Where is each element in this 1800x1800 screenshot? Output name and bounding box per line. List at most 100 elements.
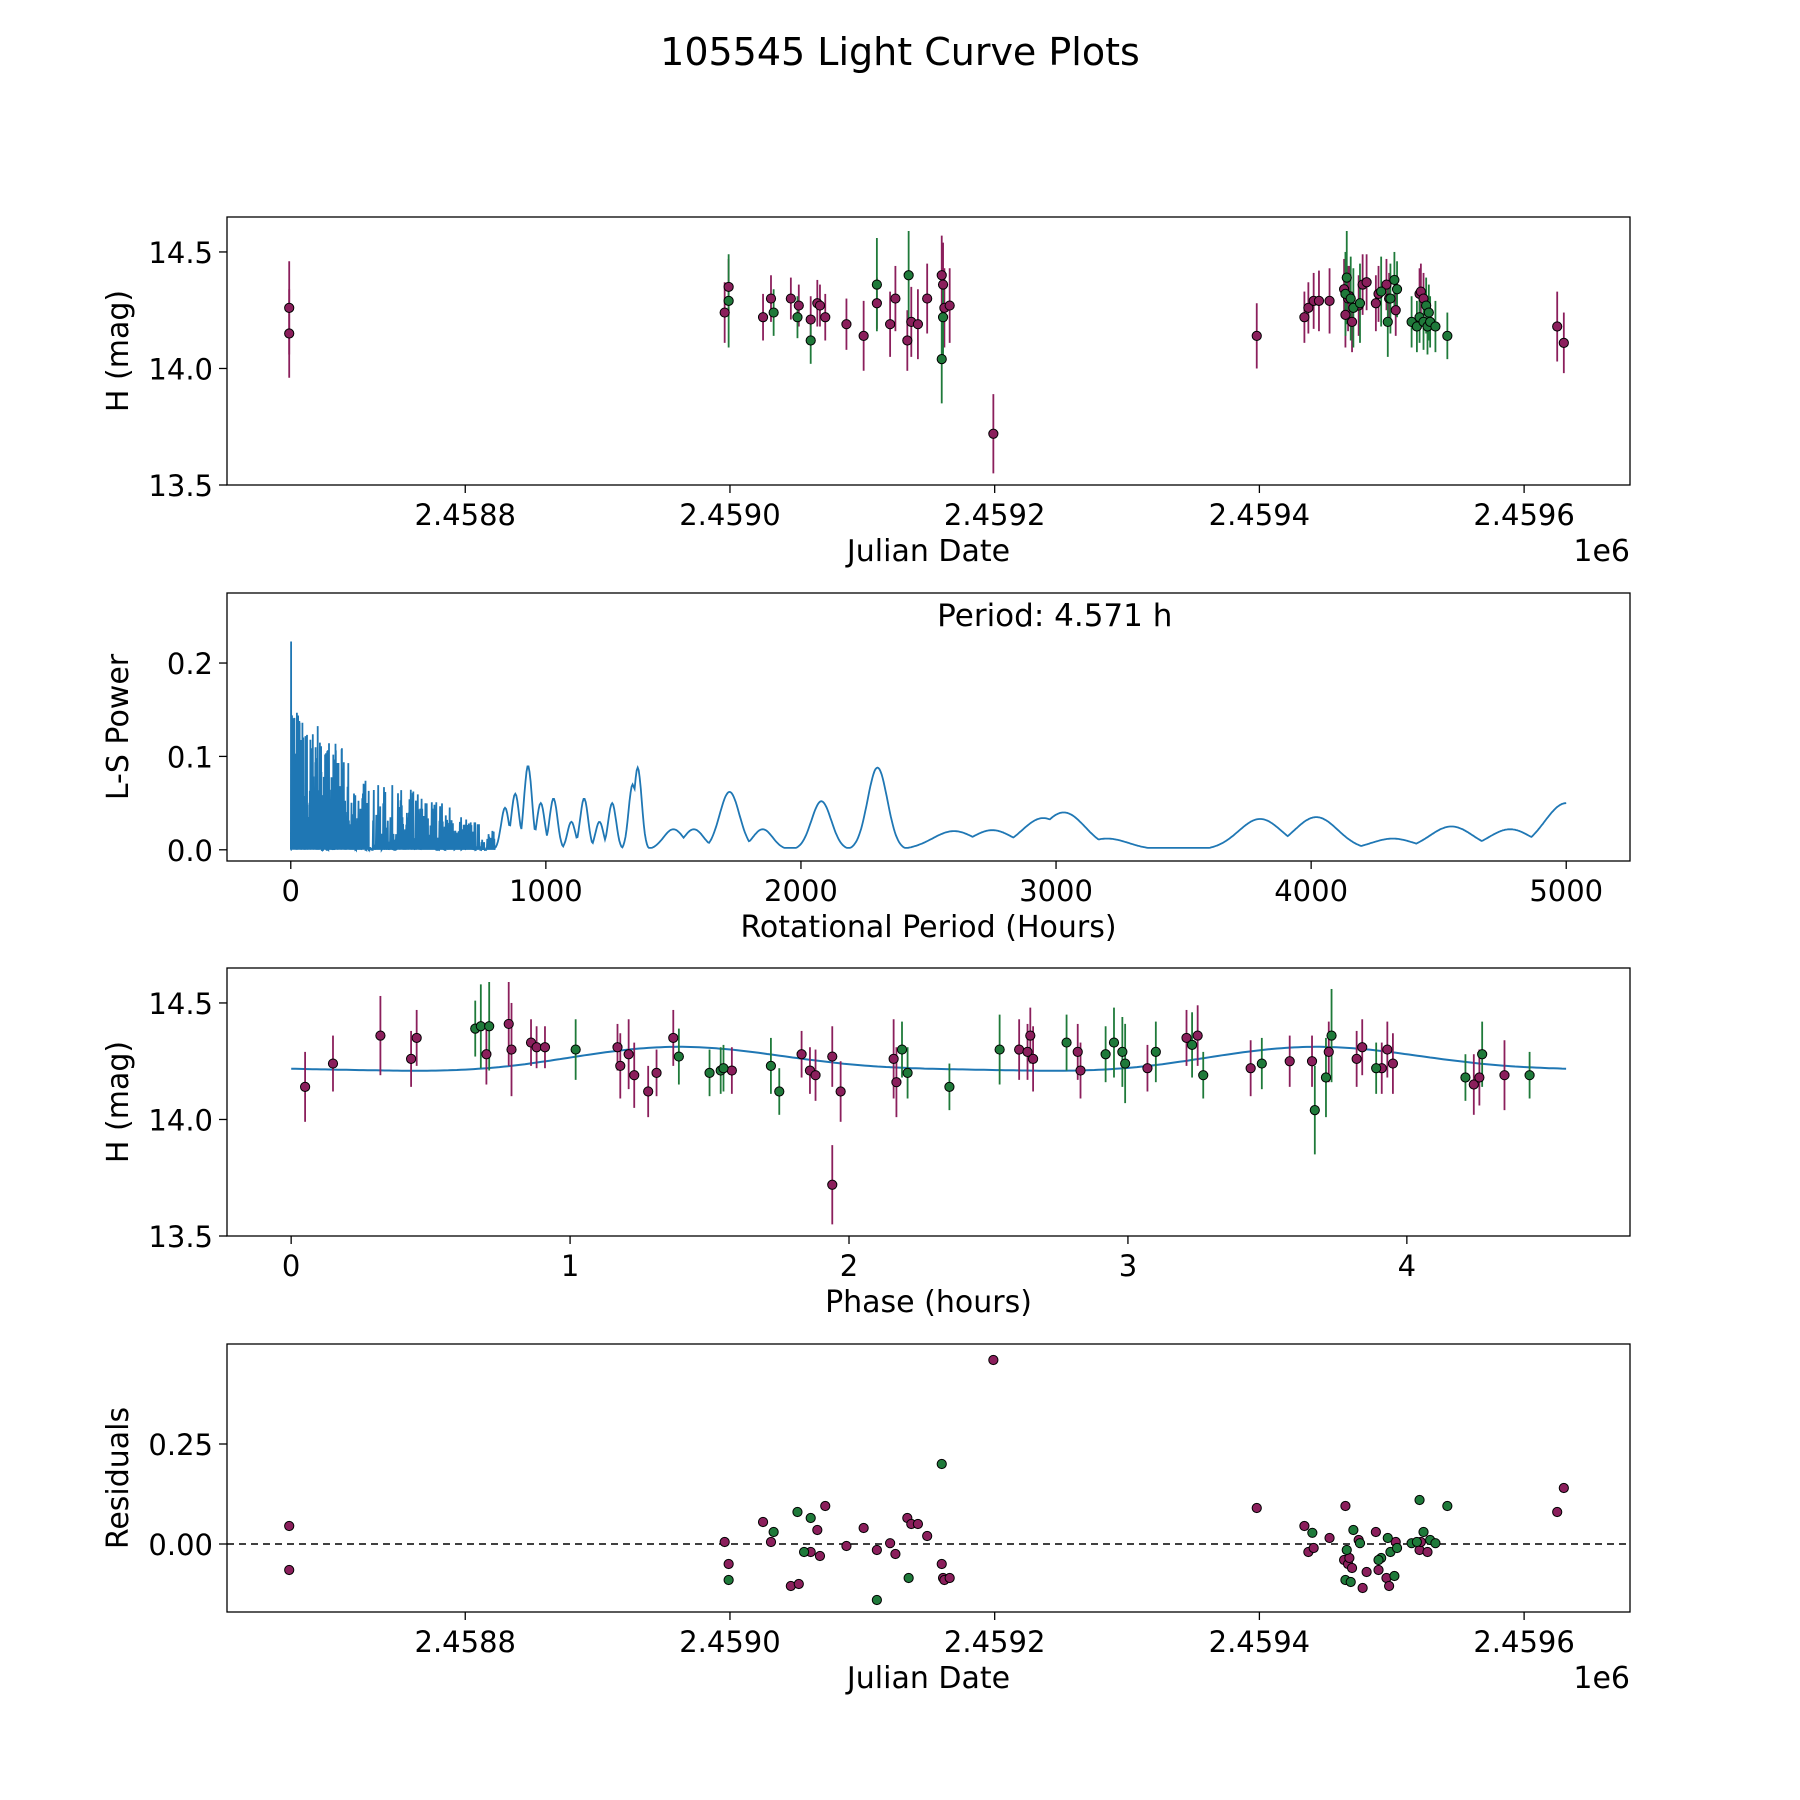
periodogram-ytick-label: 0.2 — [167, 647, 213, 681]
residuals-point-maroon — [723, 1558, 734, 1570]
residuals-point-green — [768, 1526, 779, 1538]
periodogram-xtick-label: 3000 — [1019, 874, 1093, 908]
residuals-point-maroon — [820, 1500, 831, 1512]
residuals-point-green — [1430, 1538, 1441, 1549]
residuals-point-green — [1354, 1538, 1366, 1549]
residuals-chart: 2.4588 2.4590 2.4592 2.4594 2.4596 0.00 0.25 Ju… — [101, 1343, 1631, 1696]
lightcurve-point-maroon — [1251, 330, 1262, 341]
periodogram-ytick-label: 0.0 — [167, 834, 213, 868]
figure-title: 105545 Light Curve Plots — [660, 30, 1140, 74]
residuals-point-maroon — [719, 1536, 730, 1548]
phasefold-ylabel: H (mag) — [101, 1041, 136, 1163]
phasefold-point-maroon — [1474, 1072, 1485, 1083]
residuals-point-green — [871, 1594, 882, 1606]
periodogram-xtick-label: 2000 — [764, 874, 838, 908]
phasefold-point-maroon — [1499, 1070, 1510, 1081]
phasefold-xtick-label: 3 — [1119, 1249, 1137, 1283]
phasefold-point-maroon — [796, 1049, 807, 1060]
residuals-xlabel: Julian Date — [845, 1661, 1010, 1696]
residuals-point-green — [1345, 1576, 1356, 1588]
phasefold-point-maroon — [651, 1067, 662, 1078]
phasefold-point-maroon — [827, 1179, 838, 1190]
residuals-point-maroon — [890, 1548, 901, 1560]
residuals-ylabel: Residuals — [101, 1407, 136, 1549]
lightcurve-point-maroon — [902, 335, 913, 346]
phasefold-point-green — [1371, 1063, 1382, 1074]
lightcurve-point-green — [1354, 298, 1366, 309]
lightcurve-point-maroon — [1370, 298, 1381, 309]
residuals-point-maroon — [814, 1550, 826, 1562]
residuals-point-maroon — [1552, 1506, 1563, 1518]
residuals-point-green — [1307, 1527, 1318, 1538]
residuals-point-green — [1382, 1532, 1393, 1544]
lightcurve-xtick-label: 2.4592 — [944, 498, 1045, 532]
lightcurve-xtick-label: 2.4596 — [1473, 498, 1574, 532]
phasefold-fit-line — [291, 1045, 1567, 1072]
periodogram-annotation: Period: 4.571 h — [937, 598, 1172, 634]
lightcurve-point-maroon — [937, 279, 949, 290]
phasefold-point-green — [475, 1021, 486, 1032]
residuals-point-maroon — [858, 1522, 869, 1534]
lightcurve-xtick-label: 2.4594 — [1209, 498, 1310, 532]
residuals-point-maroon — [1299, 1520, 1310, 1532]
phasefold-xlabel: Phase (hours) — [825, 1285, 1032, 1320]
residuals-point-maroon — [1422, 1546, 1433, 1558]
lightcurve-point-green — [1382, 316, 1393, 327]
lightcurve-point-maroon — [858, 330, 869, 341]
residuals-point-maroon — [1340, 1500, 1351, 1512]
phasefold-point-green — [718, 1063, 729, 1074]
periodogram-chart: 0 1000 2000 3000 4000 5000 0.0 0.1 0.2 Rotational… — [101, 592, 1631, 945]
residuals-point-green — [1389, 1570, 1400, 1582]
residuals-point-green — [903, 1572, 914, 1584]
phasefold-point-maroon — [539, 1042, 551, 1053]
lightcurve-xtick-label: 2.4590 — [679, 498, 780, 532]
lightcurve-point-green — [871, 279, 882, 290]
phasefold-point-maroon — [531, 1042, 542, 1053]
phasefold-point-green — [1309, 1105, 1320, 1116]
lightcurve-point-maroon — [1361, 277, 1372, 288]
periodogram-xtick-label: 1000 — [509, 874, 583, 908]
residuals-ytick-label: 0.00 — [148, 1528, 213, 1562]
phasefold-point-maroon — [1284, 1056, 1295, 1067]
lightcurve-ytick-label: 14.5 — [148, 236, 213, 270]
phasefold-point-maroon — [668, 1032, 679, 1044]
residuals-xtick-label: 2.4594 — [1209, 1625, 1310, 1659]
lightcurve-point-maroon — [988, 428, 999, 439]
phasefold-point-maroon — [1022, 1046, 1033, 1057]
phasefold-point-maroon — [1181, 1032, 1192, 1044]
residuals-offset-label: 1e6 — [1573, 1661, 1630, 1696]
phasefold-point-green — [896, 1044, 908, 1055]
phasefold-point-maroon — [810, 1070, 821, 1081]
lightcurve-point-green — [805, 335, 816, 346]
lightcurve-point-maroon — [1313, 295, 1325, 306]
phasefold-point-green — [1460, 1072, 1471, 1083]
lightcurve-point-maroon — [284, 302, 295, 313]
residuals-point-maroon — [1357, 1582, 1368, 1594]
lightcurve-point-maroon — [1299, 312, 1310, 323]
lightcurve-xlabel: Julian Date — [845, 534, 1010, 569]
lightcurve-point-maroon — [1381, 279, 1392, 290]
lightcurve-point-maroon — [1558, 337, 1569, 348]
phasefold-point-green — [994, 1044, 1005, 1055]
residuals-point-green — [723, 1574, 734, 1586]
lightcurve-point-maroon — [944, 300, 955, 311]
phasefold-xtick-label: 1 — [561, 1249, 579, 1283]
residuals-point-maroon — [912, 1518, 924, 1530]
phasefold-point-green — [1326, 1030, 1337, 1041]
residuals-point-green — [798, 1546, 810, 1558]
lightcurve-xtick-label: 2.4588 — [415, 498, 516, 532]
lightcurve-point-maroon — [890, 293, 901, 304]
residuals-ytick-label: 0.25 — [148, 1428, 213, 1462]
lightcurve-point-green — [1385, 293, 1396, 304]
lightcurve-point-green — [792, 312, 803, 323]
phasefold-point-green — [570, 1044, 581, 1055]
phasefold-xtick-label: 4 — [1398, 1249, 1416, 1283]
lightcurve-point-maroon — [805, 314, 816, 325]
residuals-point-maroon — [284, 1564, 295, 1576]
phasefold-point-maroon — [1323, 1046, 1334, 1057]
phasefold-point-maroon — [643, 1086, 654, 1097]
residuals-point-green — [1373, 1554, 1384, 1566]
phasefold-point-maroon — [327, 1058, 339, 1069]
lightcurve-point-green — [1442, 330, 1453, 341]
